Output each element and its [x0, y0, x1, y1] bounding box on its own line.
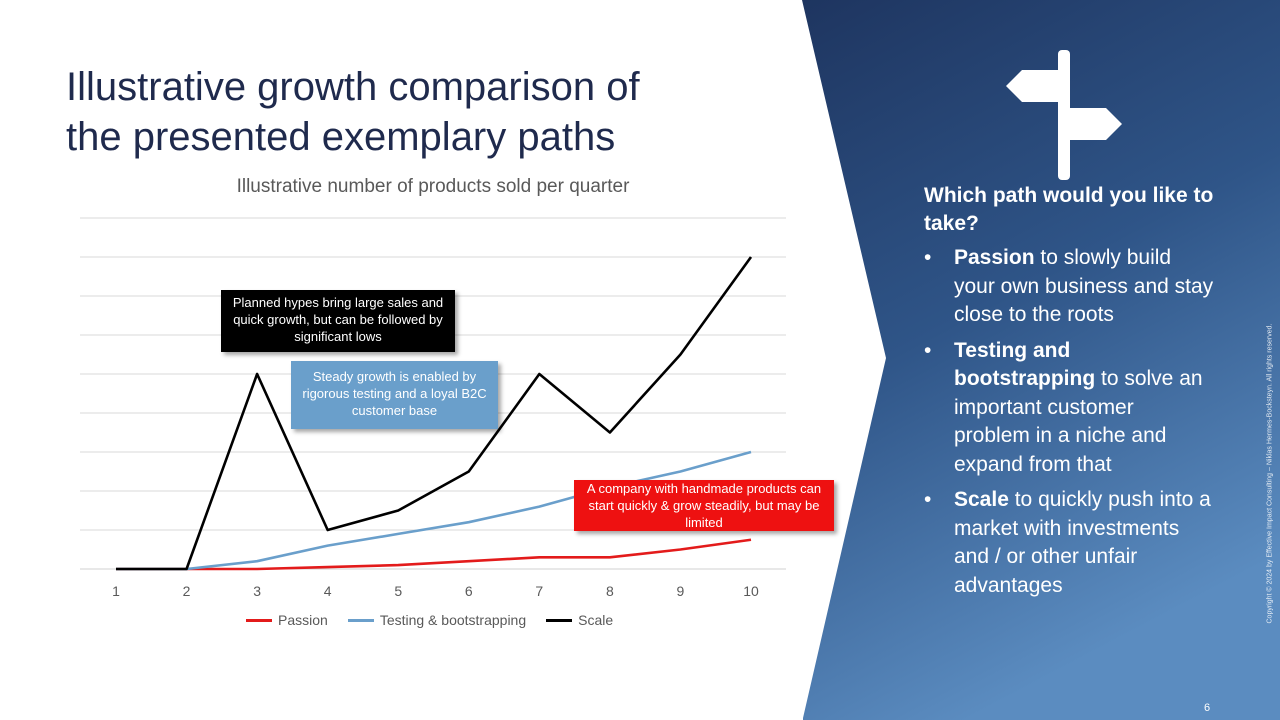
legend-label-scale: Scale	[578, 612, 614, 628]
list-item-bold: Scale	[954, 488, 1009, 511]
x-axis-tick-labels: 1 2 3 4 5 6 7 8 9 10	[112, 583, 759, 599]
x-tick-label: 6	[465, 583, 473, 599]
path-options-list: • Passion to slowly build your own busin…	[924, 244, 1214, 600]
callout-testing: Steady growth is enabled by rigorous tes…	[291, 361, 498, 429]
legend-label-passion: Passion	[278, 612, 328, 628]
x-tick-label: 10	[743, 583, 759, 599]
list-item-bold: Testing and bootstrapping	[954, 338, 1096, 391]
list-item-text: to solve an important customer problem i…	[954, 367, 1203, 476]
legend-item-testing: Testing & bootstrapping	[347, 612, 527, 628]
bullet: •	[924, 246, 932, 269]
list-item-testing: • Testing and bootstrapping to solve an …	[924, 337, 1214, 480]
x-tick-label: 5	[394, 583, 402, 599]
list-item-scale: • Scale to quickly push into a market wi…	[924, 486, 1214, 600]
side-panel-heading: Which path would you like to take?	[924, 184, 1214, 235]
slide-title: Illustrative growth comparison of the pr…	[66, 62, 766, 162]
bullet: •	[924, 488, 932, 511]
slide-title-line2: the presented exemplary paths	[66, 115, 616, 159]
side-panel: Which path would you like to take? • Pas…	[924, 182, 1214, 607]
page-number: 6	[1204, 702, 1211, 714]
legend-swatch-scale	[546, 618, 573, 622]
list-item-bold: Passion	[954, 246, 1035, 269]
x-tick-label: 4	[324, 583, 332, 599]
legend-item-passion: Passion	[246, 612, 328, 628]
list-item-text: to slowly build your own business and st…	[954, 246, 1214, 326]
callout-scale: Planned hypes bring large sales and quic…	[221, 290, 455, 352]
bullet: •	[924, 338, 932, 362]
legend-item-scale: Scale	[546, 612, 613, 628]
legend-label-testing: Testing & bootstrapping	[379, 612, 527, 628]
x-tick-label: 3	[253, 583, 261, 599]
signpost-icon	[1006, 50, 1122, 180]
series-line-passion	[116, 538, 752, 571]
chart-legend: Passion Testing & bootstrapping Scale	[246, 612, 613, 628]
list-item-passion: • Passion to slowly build your own busin…	[924, 244, 1214, 330]
legend-swatch-passion	[246, 618, 272, 622]
x-tick-label: 8	[606, 583, 614, 599]
list-item-text: to quickly push into a market with inves…	[954, 488, 1211, 597]
legend-swatch-testing	[347, 618, 374, 622]
callout-passion: A company with handmade products can sta…	[574, 480, 834, 531]
x-tick-label: 1	[112, 583, 120, 599]
x-tick-label: 7	[535, 583, 543, 599]
chart-title: Illustrative number of products sold per…	[236, 176, 630, 197]
series-line-scale	[116, 256, 753, 571]
slide-title-line1: Illustrative growth comparison of	[66, 65, 640, 109]
x-tick-label: 9	[677, 583, 685, 599]
x-tick-label: 2	[183, 583, 191, 599]
copyright-notice: Copyright © 2024 by Effective Impact Con…	[1266, 323, 1274, 624]
series-line-testing-bootstrapping	[116, 450, 752, 571]
chart-series	[116, 256, 753, 571]
